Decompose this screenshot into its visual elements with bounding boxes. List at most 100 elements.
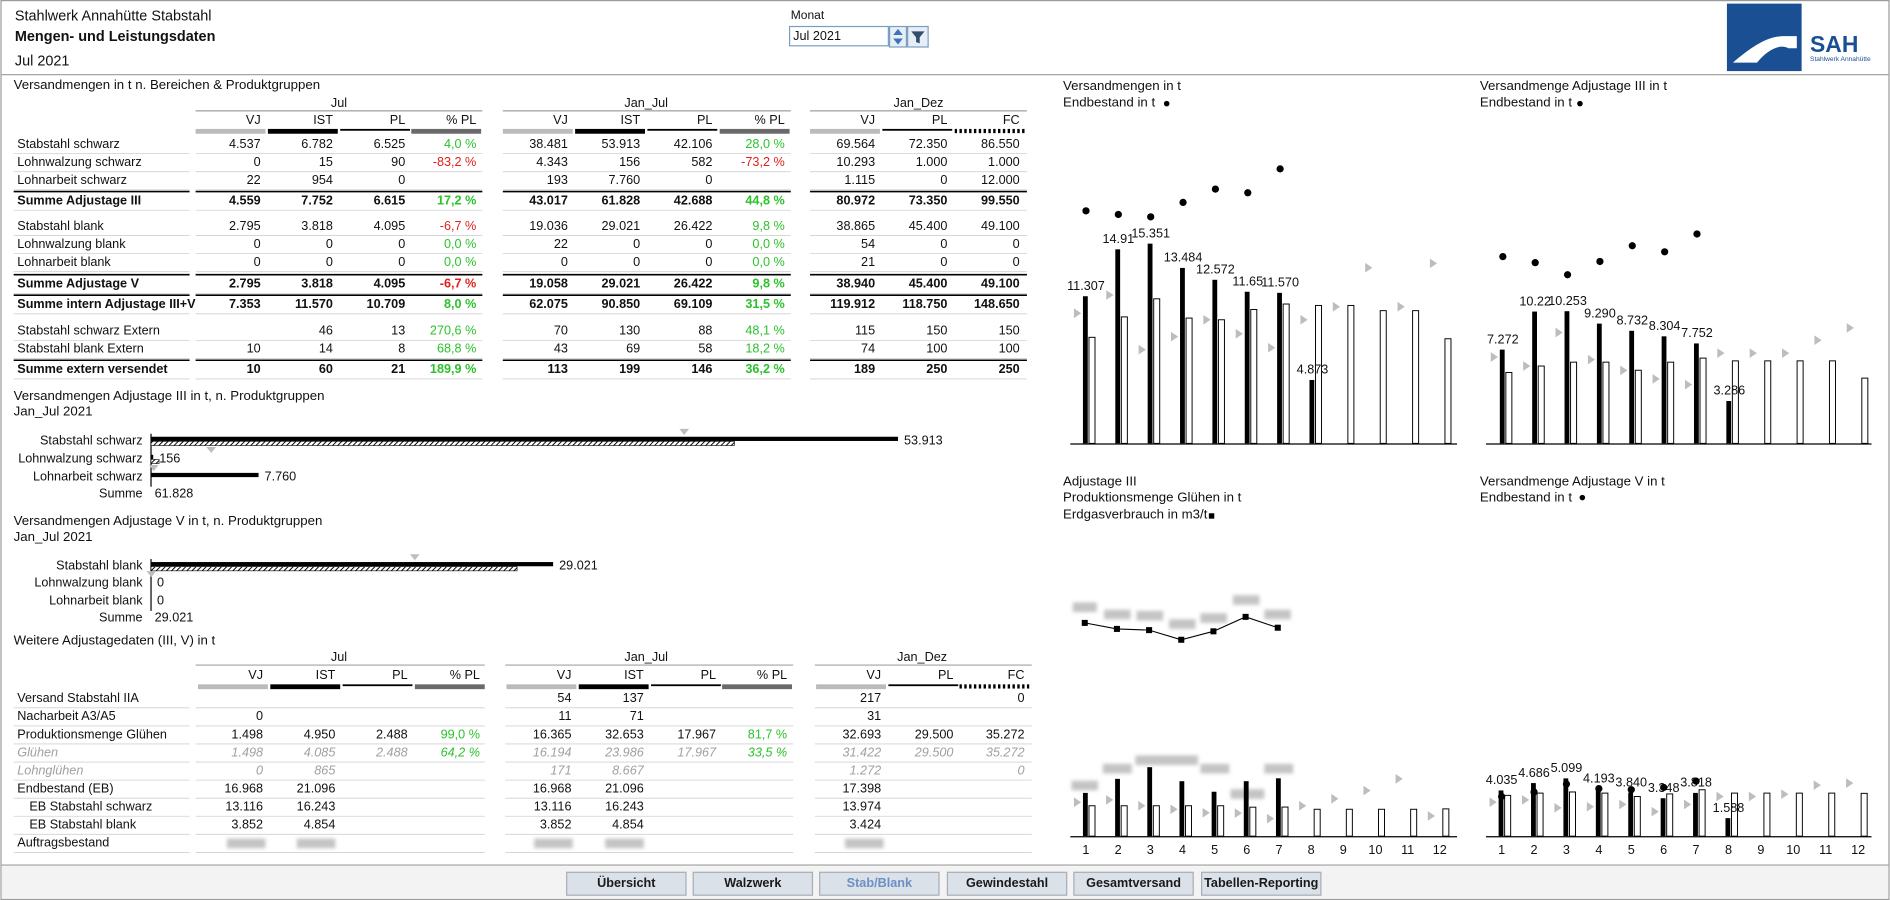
cell: 250 [999, 362, 1020, 376]
nav-button[interactable] [1073, 871, 1194, 896]
blur [1232, 595, 1260, 605]
cell: 10.709 [367, 297, 406, 311]
nav-button-label[interactable]: Tabellen-Reporting [1204, 876, 1318, 890]
value-label: 11.65 [1232, 274, 1263, 288]
row-label: Versand Stabstahl IIA [17, 691, 139, 705]
nav-button-label[interactable]: Gewindestahl [966, 876, 1048, 890]
row-label: Lohnglühen [17, 763, 83, 777]
nav-button[interactable] [819, 871, 940, 896]
plan-bar [1217, 805, 1225, 837]
nav-button[interactable] [946, 871, 1068, 896]
x-tick-label: 6 [1660, 843, 1667, 857]
plan-bar [1633, 796, 1641, 837]
cell: 33,5 % [748, 745, 787, 759]
prior-year-marker [679, 428, 690, 435]
value-label: 10.253 [1548, 294, 1587, 308]
filter-button[interactable] [907, 25, 929, 48]
column-header: IST [316, 668, 336, 682]
company: Stahlwerk Annahütte Stabstahl [15, 9, 212, 25]
cell: 4.537 [229, 137, 261, 151]
actual-bar [1082, 792, 1088, 837]
column-bar [954, 128, 1025, 134]
gas-point [1146, 627, 1153, 634]
cell: 0 [254, 237, 261, 251]
cell: 0 [940, 255, 947, 269]
filter-icon[interactable] [911, 31, 925, 44]
blur [1102, 763, 1132, 774]
prior-year-marker [1814, 335, 1822, 346]
stock-dot [1211, 185, 1220, 193]
stock-dot [1244, 189, 1252, 197]
nav-button-label[interactable]: Stab/Blank [847, 876, 913, 890]
plan-bar [1764, 360, 1772, 444]
cell: 26.422 [674, 219, 713, 233]
prior-year-marker [1717, 348, 1725, 358]
value-label: 4.686 [1518, 766, 1550, 780]
plan-bar [1828, 792, 1836, 837]
cell: 17.398 [842, 782, 881, 796]
plan-bar [1860, 792, 1868, 837]
nav-button-label[interactable]: Gesamtversand [1086, 876, 1181, 890]
cell: 54 [557, 691, 571, 705]
cell: 119.912 [830, 297, 875, 311]
nav-button[interactable] [1201, 871, 1322, 896]
cell: 68,8 % [437, 342, 476, 356]
cell: 42.688 [674, 194, 713, 208]
actual-bar [1115, 778, 1120, 837]
nav-button-label[interactable]: Walzwerk [724, 876, 782, 890]
cell: 22 [554, 237, 568, 251]
column-header: VJ [553, 113, 568, 127]
cell: 954 [312, 173, 333, 187]
x-tick-label: 7 [1693, 843, 1700, 857]
value-label: 12.572 [1196, 262, 1235, 276]
actual-bar [1693, 343, 1699, 444]
nav-button-label[interactable]: Übersicht [597, 875, 656, 890]
value-label: 13.484 [1164, 251, 1203, 265]
value-label: 11.307 [1067, 279, 1105, 293]
prior-year-marker [1397, 301, 1405, 312]
cell: 69.564 [836, 137, 875, 151]
table-title: Versandmengen in t n. Bereichen & Produk… [14, 77, 320, 92]
actual-bar [1595, 788, 1601, 837]
cell: 13.116 [225, 800, 263, 814]
prior-year-marker [1620, 365, 1628, 376]
group-header: Jul [331, 650, 347, 664]
prior-year-marker [1684, 799, 1692, 810]
gas-point [1274, 624, 1281, 631]
cell: 8 [398, 342, 405, 356]
cell: 35.272 [986, 727, 1025, 741]
x-tick-label: 4 [1595, 843, 1602, 857]
prior-year-marker [1684, 379, 1693, 390]
x-tick-label: 12 [1433, 843, 1447, 857]
cell: 199 [619, 362, 640, 376]
prior-year-marker [1299, 800, 1307, 811]
cell: 130 [619, 324, 640, 338]
plan-bar [1828, 360, 1836, 444]
stock-dot [1563, 271, 1572, 279]
month-value[interactable]: Jul 2021 [793, 29, 841, 43]
cell: 0,0 % [752, 255, 784, 269]
period: Jul 2021 [15, 53, 70, 69]
prior-year-marker [1587, 354, 1596, 365]
plan-bar [1763, 792, 1771, 837]
row-label: EB Stabstahl blank [29, 818, 136, 832]
x-tick-label: 10 [1368, 843, 1382, 857]
gas-point [1242, 613, 1249, 620]
plan-bar [1699, 357, 1707, 444]
plan-bar [1568, 791, 1576, 837]
cell: 3.852 [231, 818, 263, 832]
actual-bar [1277, 292, 1282, 444]
column-header: PL [697, 113, 712, 127]
nav-button[interactable] [692, 871, 814, 896]
month-input[interactable] [788, 25, 889, 47]
value-label: 9.290 [1584, 306, 1616, 320]
stock-dot [1276, 165, 1284, 173]
spinner-arrows[interactable] [893, 28, 903, 45]
cell: 14 [319, 342, 333, 356]
plan-bar [1795, 792, 1803, 837]
column-header: PL [932, 113, 947, 127]
spinner-box[interactable] [888, 25, 908, 48]
nav-button[interactable] [566, 871, 687, 896]
plan-bar [1153, 298, 1161, 444]
month-spinner[interactable] [888, 25, 908, 48]
